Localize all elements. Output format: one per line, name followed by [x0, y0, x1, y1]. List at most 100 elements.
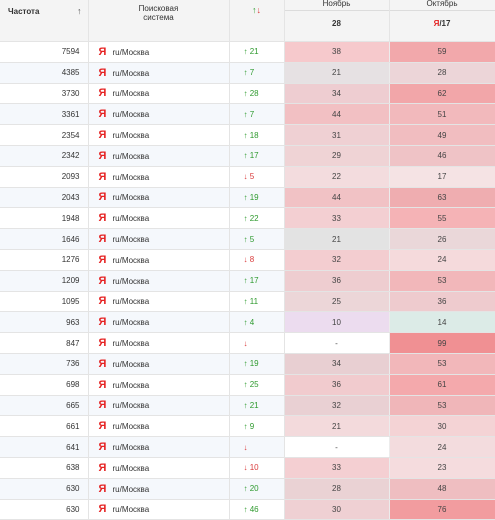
november-position-cell: 29: [284, 145, 390, 167]
yandex-logo-icon: Я: [98, 357, 107, 370]
region-label: ru/Москва: [112, 193, 150, 203]
october-position-cell: 76: [389, 499, 495, 520]
change-cell: ↓ 8: [229, 249, 285, 271]
change-cell: ↑ 7: [229, 103, 285, 126]
region-label: ru/Москва: [112, 297, 150, 307]
search-engine-column-header[interactable]: Поисковая система: [88, 0, 230, 42]
october-position-cell: 49: [389, 124, 495, 146]
october-column-header[interactable]: Октябрь Я/17: [389, 0, 495, 42]
up-arrow-icon: ↑: [243, 47, 248, 57]
yandex-logo-icon: Я: [98, 482, 107, 495]
yandex-logo-icon: Я: [98, 129, 107, 142]
sort-arrow-icon[interactable]: ↑: [77, 6, 82, 16]
up-arrow-icon: ↑: [243, 359, 248, 369]
change-value: 18: [249, 130, 259, 140]
october-position-cell: 46: [389, 145, 495, 167]
day-october-label: Я/17: [390, 19, 495, 28]
yandex-logo-icon: Я: [98, 108, 107, 121]
change-cell: ↑ 21: [229, 395, 285, 417]
region-label: ru/Москва: [112, 484, 150, 494]
october-position-cell: 28: [389, 62, 495, 84]
up-arrow-icon: ↑: [243, 504, 248, 514]
october-position-cell: 53: [389, 270, 495, 292]
change-column-header[interactable]: ↑↓: [229, 0, 285, 42]
november-position-cell: 10: [284, 311, 390, 334]
up-arrow-icon: ↑: [243, 296, 248, 306]
yandex-logo-icon: Я: [98, 87, 107, 100]
change-cell: ↑ 28: [229, 83, 285, 105]
change-cell: ↑ 19: [229, 187, 285, 209]
change-value: 17: [249, 151, 259, 161]
november-position-cell: 22: [284, 166, 390, 188]
up-arrow-icon: ↑: [243, 109, 248, 119]
yandex-logo-icon: Я: [98, 191, 107, 204]
region-label: ru/Москва: [112, 505, 150, 515]
frequency-cell: 1276: [0, 249, 89, 271]
frequency-column-header[interactable]: Частота ↑: [0, 0, 89, 42]
october-position-cell: 53: [389, 353, 495, 375]
frequency-cell: 3730: [0, 83, 89, 105]
region-label: ru/Москва: [112, 47, 150, 57]
change-cell: ↓ 5: [229, 166, 285, 188]
october-position-cell: 61: [389, 374, 495, 396]
up-arrow-icon: ↑: [243, 213, 248, 223]
change-value: 9: [249, 421, 255, 431]
october-position-cell: 99: [389, 332, 495, 354]
frequency-cell: 1948: [0, 207, 89, 230]
frequency-cell: 2093: [0, 166, 89, 188]
frequency-cell: 698: [0, 374, 89, 396]
october-position-cell: 59: [389, 41, 495, 63]
october-position-cell: 14: [389, 311, 495, 334]
up-arrow-icon: ↑: [243, 88, 248, 98]
down-arrow-icon: ↓: [243, 338, 248, 348]
region-label: ru/Москва: [112, 131, 150, 141]
october-position-cell: 24: [389, 436, 495, 458]
november-column-header[interactable]: Ноябрь 28: [284, 0, 390, 42]
change-value: 21: [249, 400, 259, 410]
yandex-logo-icon: Я: [433, 19, 440, 28]
change-cell: ↑ 7: [229, 62, 285, 84]
change-cell: ↑ 17: [229, 270, 285, 292]
region-label: ru/Москва: [112, 380, 150, 390]
change-cell: ↑ 25: [229, 374, 285, 396]
day-november-label: 28: [332, 19, 341, 28]
change-cell: ↑ 20: [229, 478, 285, 500]
november-position-cell: -: [284, 332, 390, 354]
region-label: ru/Москва: [112, 276, 150, 286]
change-cell: ↑ 5: [229, 228, 285, 250]
november-position-cell: 30: [284, 499, 390, 520]
frequency-cell: 4385: [0, 62, 89, 84]
change-value: 11: [249, 296, 259, 306]
november-position-cell: 34: [284, 83, 390, 105]
